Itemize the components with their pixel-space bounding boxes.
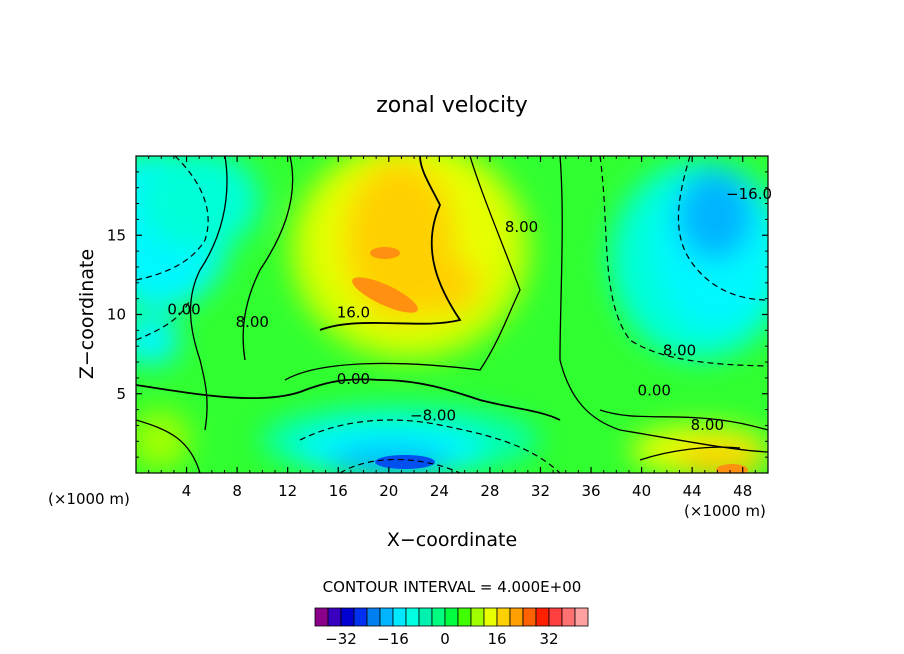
contour-line — [319, 156, 462, 331]
colorbar-swatch — [379, 607, 394, 627]
y-axis: 5 10 15 — [107, 171, 768, 458]
colorbar-swatch — [535, 607, 550, 627]
colorbar-tick-label: −16 — [377, 630, 409, 648]
contour-label: −16.0 — [726, 185, 772, 203]
colorbar-swatch — [574, 607, 589, 627]
colorbar-swatch — [405, 607, 420, 627]
colorbar-swatch — [509, 607, 524, 627]
contour-line — [189, 156, 228, 431]
contour-line — [136, 419, 201, 473]
x-unit-left: (×1000 m) — [48, 490, 130, 508]
colorbar-tick-label: 16 — [487, 630, 506, 648]
colorbar-swatch — [496, 607, 511, 627]
contour-label: 0.00 — [638, 381, 671, 399]
contour-label: 8.00 — [663, 342, 696, 360]
contour-line-dashed — [136, 156, 209, 281]
contour-line — [599, 409, 768, 431]
colorbar-swatch — [457, 607, 472, 627]
contour-line-dashed — [136, 299, 191, 341]
contour-label: −8.00 — [410, 407, 456, 425]
contour-label: 8.00 — [236, 313, 269, 331]
contour-line — [559, 156, 768, 453]
colorbar-swatch — [327, 607, 342, 627]
x-tick-label: 32 — [531, 482, 550, 500]
y-tick-label: 10 — [107, 306, 126, 324]
colorbar-swatch — [392, 607, 407, 627]
colorbar: −32 −16 0 16 32 — [314, 607, 589, 648]
x-tick-label: 16 — [329, 482, 348, 500]
colorbar-swatch — [431, 607, 446, 627]
chart-title: zonal velocity — [376, 93, 528, 118]
contour-label: 0.00 — [337, 370, 370, 388]
y-tick-label: 5 — [116, 385, 126, 403]
contour-line — [242, 156, 294, 361]
contour-line-dashed — [677, 156, 768, 301]
colorbar-swatch — [353, 607, 368, 627]
colorbar-swatch — [444, 607, 459, 627]
x-tick-label: 20 — [379, 482, 398, 500]
colorbar-swatch — [483, 607, 498, 627]
x-tick-label: 12 — [278, 482, 297, 500]
x-tick-label: 40 — [632, 482, 651, 500]
colorbar-swatch — [314, 607, 329, 627]
contour-line-dashed — [599, 156, 768, 367]
contour-label: 16.0 — [337, 304, 370, 322]
y-axis-label: Z−coordinate — [76, 249, 98, 379]
x-axis-label: X−coordinate — [387, 529, 517, 551]
contour-line — [639, 446, 741, 461]
contour-label: 8.00 — [505, 218, 538, 236]
colorbar-swatch — [418, 607, 433, 627]
contour-label: 8.00 — [691, 416, 724, 434]
colorbar-swatch — [548, 607, 563, 627]
contour-label: 0.00 — [167, 301, 200, 319]
colorbar-swatch — [522, 607, 537, 627]
contour-field — [136, 156, 768, 473]
contour-line-dashed — [299, 419, 561, 473]
x-tick-label: 36 — [581, 482, 600, 500]
colorbar-swatch — [366, 607, 381, 627]
y-tick-label: 15 — [107, 226, 126, 244]
x-tick-label: 44 — [683, 482, 702, 500]
contour-line — [136, 378, 561, 421]
contour-line-dashed — [339, 458, 461, 473]
x-tick-label: 24 — [430, 482, 449, 500]
contour-labels: 8.00 −16.0 0.00 8.00 16.0 8.00 0.00 0.00 −8.00 8.… — [167, 185, 772, 434]
x-tick-label: 48 — [733, 482, 752, 500]
colorbar-swatch — [561, 607, 576, 627]
x-unit-right: (×1000 m) — [684, 502, 766, 520]
colorbar-tick-label: 32 — [539, 630, 558, 648]
x-tick-label: 8 — [232, 482, 242, 500]
colorbar-swatch — [340, 607, 355, 627]
colorbar-tick-label: −32 — [325, 630, 357, 648]
x-axis: 4 8 12 16 20 24 28 32 36 40 44 48 — [148, 156, 756, 500]
x-tick-label: 4 — [182, 482, 192, 500]
colorbar-swatch — [470, 607, 485, 627]
x-tick-label: 28 — [480, 482, 499, 500]
colorbar-tick-label: 0 — [440, 630, 450, 648]
contour-line — [284, 156, 521, 381]
contour-interval: CONTOUR INTERVAL = 4.000E+00 — [323, 578, 582, 596]
